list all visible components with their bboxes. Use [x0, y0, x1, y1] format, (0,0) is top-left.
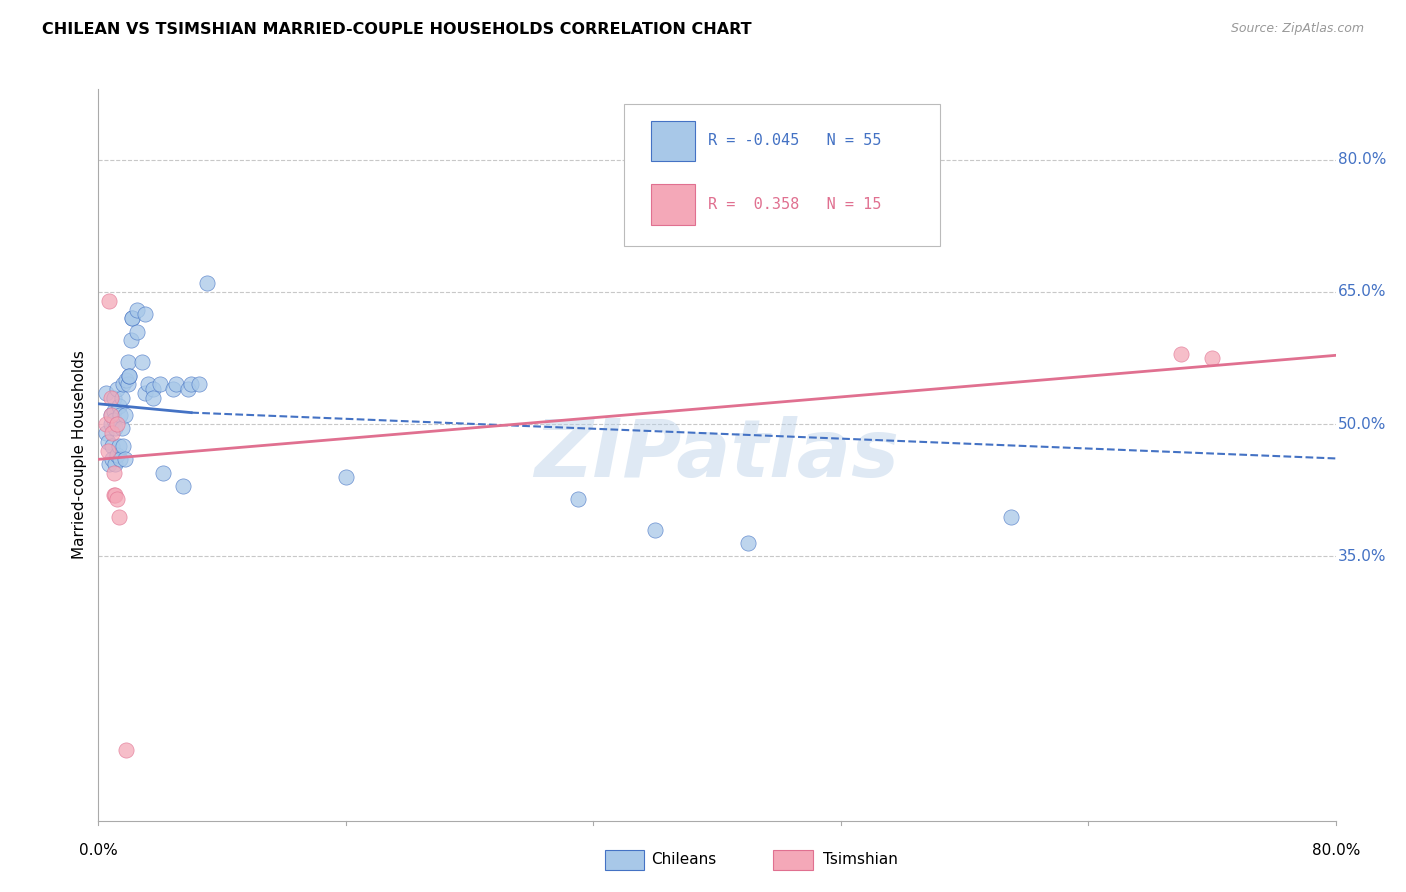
Point	[188, 377, 211, 392]
Point	[100, 391, 122, 405]
Point	[107, 400, 129, 414]
Point	[103, 487, 125, 501]
Point	[737, 536, 759, 550]
Point	[180, 377, 202, 392]
Point	[195, 276, 218, 290]
Y-axis label: Married-couple Households: Married-couple Households	[72, 351, 87, 559]
Point	[141, 382, 165, 396]
Point	[134, 386, 156, 401]
Point	[107, 509, 129, 524]
Point	[100, 409, 122, 423]
Point	[134, 307, 156, 321]
Point	[644, 523, 666, 537]
Point	[101, 439, 124, 453]
Point	[111, 421, 132, 435]
Point	[136, 377, 159, 392]
Text: Chileans: Chileans	[651, 853, 716, 867]
Point	[105, 417, 128, 431]
FancyBboxPatch shape	[624, 103, 939, 246]
Bar	[651, 185, 695, 225]
Point	[105, 491, 128, 506]
Point	[1201, 351, 1223, 365]
Point	[1000, 509, 1022, 524]
Point	[103, 404, 125, 418]
Point	[118, 368, 141, 383]
Point	[114, 409, 136, 423]
Point	[100, 409, 122, 423]
Point	[117, 355, 139, 369]
Point	[103, 391, 125, 405]
Point	[121, 311, 143, 326]
Point	[104, 487, 127, 501]
Point	[96, 417, 118, 431]
Text: R = -0.045   N = 55: R = -0.045 N = 55	[709, 133, 882, 148]
Point	[104, 457, 127, 471]
Bar	[651, 120, 695, 161]
Point	[111, 391, 132, 405]
Point	[96, 425, 118, 440]
Point	[162, 382, 184, 396]
Point	[121, 311, 143, 326]
Text: R =  0.358   N = 15: R = 0.358 N = 15	[709, 197, 882, 212]
Point	[115, 743, 138, 757]
Point	[98, 293, 121, 308]
Text: 35.0%: 35.0%	[1339, 549, 1386, 564]
Point	[120, 334, 142, 348]
Point	[107, 439, 129, 453]
Point	[114, 452, 136, 467]
Point	[105, 448, 128, 462]
Point	[165, 377, 187, 392]
Point	[98, 457, 121, 471]
Point	[1170, 346, 1192, 360]
Point	[149, 377, 172, 392]
Point	[108, 452, 131, 467]
Text: ZIPatlas: ZIPatlas	[534, 416, 900, 494]
Text: Source: ZipAtlas.com: Source: ZipAtlas.com	[1230, 22, 1364, 36]
Point	[108, 409, 131, 423]
Text: 50.0%: 50.0%	[1339, 417, 1386, 432]
Point	[127, 302, 149, 317]
Point	[101, 425, 124, 440]
Point	[96, 386, 118, 401]
Point	[335, 470, 357, 484]
Point	[141, 391, 165, 405]
Point	[105, 382, 128, 396]
Point	[152, 466, 174, 480]
Text: Tsimshian: Tsimshian	[823, 853, 897, 867]
Point	[103, 466, 125, 480]
Point	[117, 377, 139, 392]
Point	[118, 368, 141, 383]
Point	[103, 412, 125, 426]
Point	[97, 443, 120, 458]
Point	[112, 439, 135, 453]
Point	[177, 382, 200, 396]
Point	[100, 417, 122, 431]
Point	[127, 325, 149, 339]
Point	[104, 421, 127, 435]
Point	[567, 491, 589, 506]
Text: 65.0%: 65.0%	[1339, 285, 1386, 300]
Point	[97, 434, 120, 449]
Text: 0.0%: 0.0%	[79, 843, 118, 858]
Text: 80.0%: 80.0%	[1339, 153, 1386, 167]
Text: 80.0%: 80.0%	[1312, 843, 1360, 858]
Point	[172, 479, 194, 493]
Text: CHILEAN VS TSIMSHIAN MARRIED-COUPLE HOUSEHOLDS CORRELATION CHART: CHILEAN VS TSIMSHIAN MARRIED-COUPLE HOUS…	[42, 22, 752, 37]
Point	[131, 355, 153, 369]
Point	[112, 377, 135, 392]
Point	[115, 373, 138, 387]
Point	[101, 452, 124, 467]
